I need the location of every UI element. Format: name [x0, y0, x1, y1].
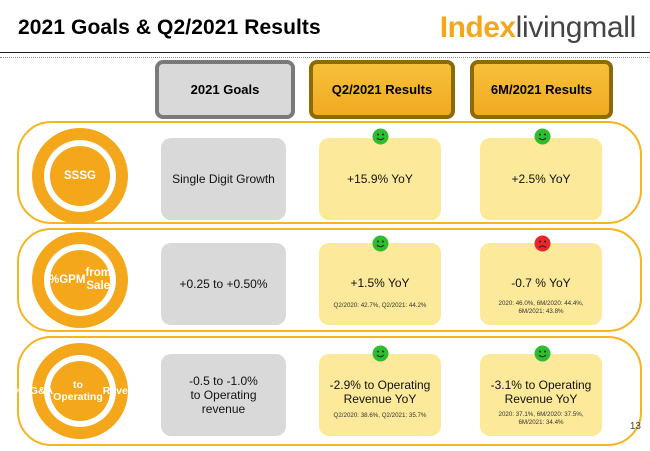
header-q2-results: Q2/2021 Results [309, 60, 455, 119]
brand-logo: Indexlivingmall [439, 10, 637, 46]
q2-result-sssg: +15.9% YoY [319, 138, 441, 220]
goal-text: Single Digit Growth [172, 172, 275, 186]
goal-text: revenue [201, 402, 246, 416]
metric-line: %SG&A [13, 385, 54, 397]
goal-text: +0.25 to +0.50% [179, 277, 268, 291]
result-main: -0.7 % YoY [511, 276, 571, 290]
result-main: -2.9% to Operating [329, 378, 431, 392]
m6-result-sga: -3.1% to Operating Revenue YoY 2020: 37.… [480, 354, 602, 436]
metric-badge-sssg: SSSG [32, 128, 128, 224]
metric-badge-gpm: %GPM from Sale [32, 232, 128, 328]
m6-result-sssg: +2.5% YoY [480, 138, 602, 220]
result-note: Q2/2020: 38.6%, Q2/2021: 35.7% [333, 412, 427, 419]
metric-line: Revenue [102, 385, 147, 397]
logo-light-text: livingmall [515, 11, 637, 44]
result-main: Revenue YoY [343, 392, 417, 406]
result-main: -3.1% to Operating [490, 378, 592, 392]
metric-label-sga: %SG&A to Operating Revenue [13, 361, 147, 421]
q2-result-sga: -2.9% to Operating Revenue YoY Q2/2020: … [319, 354, 441, 436]
m6-result-gpm: -0.7 % YoY 2020: 46.0%, 6M/2020: 44.4%, … [480, 243, 602, 325]
metric-badge-sga: %SG&A to Operating Revenue [13, 343, 147, 439]
goal-text: -0.5 to -1.0% [189, 374, 258, 388]
status-smiley-icon [534, 128, 551, 145]
status-smiley-icon [372, 345, 389, 362]
goal-box-gpm: +0.25 to +0.50% [161, 243, 286, 325]
header-2021-goals: 2021 Goals [155, 60, 295, 119]
metric-line: SSSG [64, 169, 96, 182]
goal-box-sssg: Single Digit Growth [161, 138, 286, 220]
result-note: Q2/2020: 42.7%, Q2/2021: 44.2% [333, 302, 427, 309]
status-smiley-icon [372, 235, 389, 252]
goal-text: to Operating [190, 388, 257, 402]
metric-label-gpm: %GPM from Sale [49, 250, 111, 310]
status-smiley-icon [534, 345, 551, 362]
page-number: 13 [629, 421, 641, 432]
q2-result-gpm: +1.5% YoY Q2/2020: 42.7%, Q2/2021: 44.2% [319, 243, 441, 325]
metric-label-sssg: SSSG [50, 146, 110, 206]
result-note: 6M/2021: 34.4% [518, 419, 564, 426]
status-smiley-icon [372, 128, 389, 145]
result-main: +2.5% YoY [511, 172, 571, 186]
title-divider [0, 52, 650, 53]
title-divider-dotted [0, 57, 650, 58]
metric-line: from Sale [85, 267, 111, 292]
status-frown-icon [534, 235, 551, 252]
result-main: +1.5% YoY [350, 276, 410, 290]
metric-line: to Operating [53, 379, 103, 403]
goal-box-sga: -0.5 to -1.0% to Operating revenue [161, 354, 286, 436]
header-6m-results: 6M/2021 Results [470, 60, 613, 119]
metric-line: %GPM [49, 273, 86, 286]
result-main: Revenue YoY [504, 392, 578, 406]
page-title: 2021 Goals & Q2/2021 Results [18, 16, 321, 39]
result-main: +15.9% YoY [347, 172, 413, 186]
result-note: 2020: 37.1%, 6M/2020: 37.5%, [498, 411, 584, 418]
result-note: 2020: 46.0%, 6M/2020: 44.4%, [498, 300, 584, 307]
logo-bold-text: Index [439, 11, 516, 44]
result-note: 6M/2021: 43.8% [518, 308, 564, 315]
